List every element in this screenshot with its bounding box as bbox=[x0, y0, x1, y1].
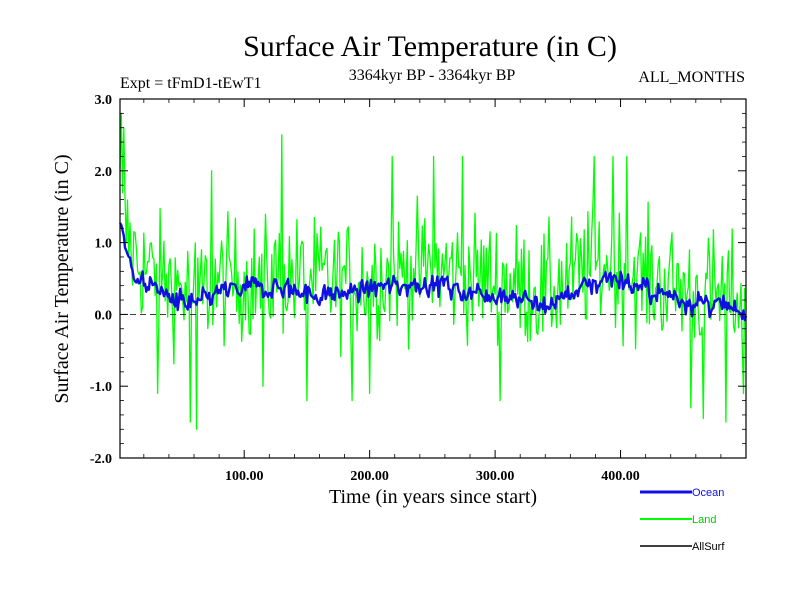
legend-entry-allsurf: AllSurf bbox=[640, 541, 725, 553]
legend-label-land: Land bbox=[692, 514, 716, 526]
y-tick-label: 3.0 bbox=[95, 93, 113, 108]
legend-entry-ocean: Ocean bbox=[640, 487, 724, 499]
months-label: ALL_MONTHS bbox=[638, 69, 745, 86]
y-tick-label: 1.0 bbox=[95, 237, 113, 252]
chart-title: Surface Air Temperature (in C) bbox=[243, 30, 617, 63]
series-line-ocean bbox=[118, 222, 748, 322]
plot-frame bbox=[119, 98, 747, 459]
plot-area: -2.0 -1.0 0.0 1.0 2.0 3.0 100.00 200.00 300.00 40… bbox=[90, 93, 748, 484]
y-tick-label: -1.0 bbox=[90, 380, 112, 395]
experiment-label: Expt = tFmD1-tEwT1 bbox=[120, 75, 261, 92]
x-tick-label: 400.00 bbox=[601, 469, 640, 484]
legend-label-ocean: Ocean bbox=[692, 487, 724, 499]
x-tick-label: 100.00 bbox=[225, 469, 264, 484]
series-line-land bbox=[119, 112, 747, 430]
x-tick-label: 300.00 bbox=[476, 469, 515, 484]
series-layer bbox=[118, 112, 748, 430]
x-tick-label: 200.00 bbox=[350, 469, 389, 484]
x-axis-label: Time (in years since start) bbox=[329, 486, 537, 508]
y-tick-label: 0.0 bbox=[95, 308, 113, 323]
ticks-layer: -2.0 -1.0 0.0 1.0 2.0 3.0 100.00 200.00 300.00 40… bbox=[90, 93, 746, 484]
y-tick-label: -2.0 bbox=[90, 452, 112, 467]
legend-entry-land: Land bbox=[640, 514, 716, 526]
y-axis-label: Surface Air Temperature (in C) bbox=[51, 154, 73, 403]
legend-label-allsurf: AllSurf bbox=[692, 541, 725, 553]
y-tick-label: 2.0 bbox=[95, 165, 113, 180]
legend: Ocean Land AllSurf bbox=[640, 487, 725, 553]
period-label: 3364kyr BP - 3364kyr BP bbox=[349, 67, 516, 84]
